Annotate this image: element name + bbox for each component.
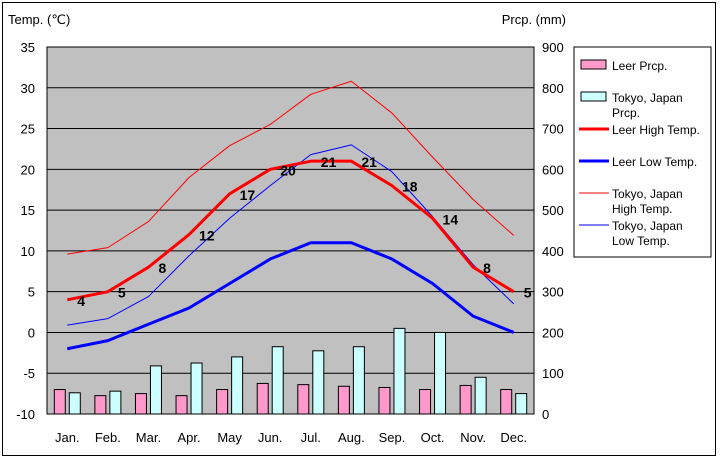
right-tick-label: 0 <box>542 407 549 422</box>
bar-1-5 <box>271 346 284 415</box>
data-label: 5 <box>524 285 532 301</box>
bar-1-0 <box>68 392 81 415</box>
legend-label-2: Leer High Temp. <box>612 123 700 137</box>
bar-0-4 <box>216 389 229 415</box>
right-tick-label: 100 <box>542 366 564 381</box>
bar-1-9 <box>434 331 447 415</box>
right-tick-label: 700 <box>542 122 564 137</box>
left-tick-label: 5 <box>28 285 35 300</box>
legend-swatch-0 <box>580 59 607 70</box>
x-tick-label: Oct. <box>421 430 445 445</box>
bar-0-1 <box>94 395 107 415</box>
bar-0-2 <box>134 393 147 415</box>
right-tick-label: 500 <box>542 203 564 218</box>
bar-1-10 <box>474 376 487 415</box>
plot-area <box>46 46 535 415</box>
legend-swatch-1 <box>580 91 607 102</box>
left-tick-label: 30 <box>21 81 35 96</box>
data-label: 21 <box>321 154 337 170</box>
data-label: 5 <box>118 285 126 301</box>
x-tick-label: May <box>217 430 242 445</box>
data-label: 21 <box>361 154 377 170</box>
left-tick-label: -5 <box>23 366 35 381</box>
bar-0-9 <box>419 389 432 415</box>
x-tick-label: Jul. <box>301 430 321 445</box>
bar-1-6 <box>312 350 325 415</box>
right-tick-label: 600 <box>542 162 564 177</box>
left-tick-label: 10 <box>21 244 35 259</box>
bar-0-0 <box>53 389 66 415</box>
left-tick-label: 20 <box>21 162 35 177</box>
left-tick-label: 15 <box>21 203 35 218</box>
x-tick-label: Nov. <box>460 430 486 445</box>
right-tick-label: 300 <box>542 285 564 300</box>
right-tick-label: 800 <box>542 81 564 96</box>
left-tick-label: 0 <box>28 325 35 340</box>
x-tick-label: Jan. <box>55 430 80 445</box>
legend-label-0: Leer Prcp. <box>612 59 667 73</box>
left-tick-label: 25 <box>21 122 35 137</box>
line-series-4 <box>67 80 515 255</box>
x-tick-label: Mar. <box>136 430 161 445</box>
legend-label-5: Tokyo, Japan Low Temp. <box>612 219 686 248</box>
bar-1-11 <box>515 393 528 415</box>
bar-0-5 <box>256 382 269 415</box>
legend-label-3: Leer Low Temp. <box>612 155 697 169</box>
data-label: 4 <box>77 293 85 309</box>
x-tick-label: Dec. <box>500 430 527 445</box>
bar-0-3 <box>175 395 188 415</box>
data-label: 8 <box>483 260 491 276</box>
bar-1-3 <box>190 362 203 415</box>
line-series-2 <box>66 159 515 302</box>
bar-0-11 <box>500 389 513 415</box>
bar-0-7 <box>337 385 350 415</box>
right-tick-label: 900 <box>542 40 564 55</box>
x-tick-label: Sep. <box>379 430 406 445</box>
bar-1-1 <box>109 390 122 415</box>
legend-label-4: Tokyo, Japan High Temp. <box>612 187 686 216</box>
bar-0-6 <box>297 384 310 415</box>
bar-1-4 <box>231 356 244 415</box>
data-label: 14 <box>443 211 459 227</box>
bar-1-7 <box>352 346 365 415</box>
right-axis-label: Prcp. (mm) <box>502 12 566 27</box>
legend-label-1: Tokyo, Japan Prcp. <box>612 91 686 120</box>
x-tick-label: Jun. <box>258 430 283 445</box>
data-label: 17 <box>240 187 256 203</box>
line-series-3 <box>66 241 515 351</box>
left-tick-label: 35 <box>21 40 35 55</box>
data-label: 20 <box>280 162 296 178</box>
bar-0-8 <box>378 386 391 415</box>
data-label: 8 <box>158 260 166 276</box>
x-tick-label: Apr. <box>177 430 200 445</box>
right-tick-label: 200 <box>542 325 564 340</box>
left-tick-label: -10 <box>16 407 35 422</box>
data-label: 12 <box>199 228 215 244</box>
bar-1-2 <box>149 365 162 415</box>
bar-0-10 <box>459 384 472 415</box>
left-axis-label: Temp. (℃) <box>8 12 70 27</box>
bar-1-8 <box>393 327 406 415</box>
data-label: 18 <box>402 179 418 195</box>
legend-box <box>573 46 712 258</box>
x-tick-label: Feb. <box>95 430 121 445</box>
right-tick-label: 400 <box>542 244 564 259</box>
x-tick-label: Aug. <box>338 430 365 445</box>
